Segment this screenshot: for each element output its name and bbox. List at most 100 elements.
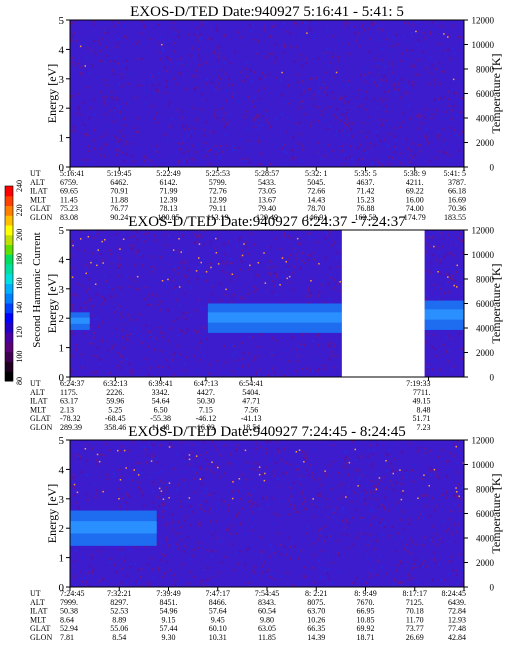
table-cell: 70.36: [448, 204, 466, 213]
table-cell: 7:32:21: [107, 589, 131, 598]
table-cell: 10.31: [209, 633, 227, 642]
table-row-label: GLAT: [30, 204, 51, 213]
table-cell: 63.70: [307, 607, 325, 616]
table-cell: 71.99: [160, 187, 178, 196]
colorbar-segment: [5, 205, 13, 216]
table-cell: 66.18: [448, 187, 466, 196]
table-cell: 72.76: [209, 187, 227, 196]
table-cell: 59.96: [106, 397, 124, 406]
y2-axis-label: Temperature [K]: [489, 473, 503, 553]
table-row-label: UT: [30, 169, 41, 178]
table-cell: 73.77: [406, 624, 424, 633]
y2-tick-label: 2000: [476, 138, 495, 148]
table-cell: 5:22:49: [156, 169, 180, 178]
y2-tick-label: 2000: [476, 558, 495, 568]
table-cell: 5:19:45: [107, 169, 131, 178]
table-row-label: GLAT: [30, 414, 51, 423]
spectrogram-panel-2: EXOS-D/TED Date:940927 6:24:37 - 7:24:37…: [30, 214, 503, 432]
chart-title: EXOS-D/TED Date:940927 6:24:37 - 7:24:37: [128, 214, 406, 230]
colorbar-segment: [5, 244, 13, 255]
y-tick-label: 4: [59, 254, 65, 266]
y2-tick-label: 6000: [476, 89, 495, 99]
colorbar-segment: [5, 312, 13, 323]
y-tick-label: 1: [59, 343, 65, 355]
table-cell: -68.45: [105, 414, 126, 423]
table-cell: 5799.: [209, 178, 227, 187]
table-cell: 75.23: [60, 204, 78, 213]
table-cell: 174.79: [404, 213, 426, 222]
table-cell: 74.00: [406, 204, 424, 213]
table-cell: 60.10: [209, 624, 227, 633]
table-cell: 5:41: 5: [444, 169, 466, 178]
table-cell: 6:39:41: [148, 379, 172, 388]
colorbar-segment: [5, 225, 13, 236]
table-cell: 7711.: [413, 388, 431, 397]
colorbar-segment: [5, 283, 13, 294]
colorbar-segment: [5, 303, 13, 314]
y2-tick-label: 8000: [476, 485, 495, 495]
colorbar-tick-label: 100: [15, 351, 24, 363]
energy-band-core: [424, 309, 464, 320]
table-cell: 50.30: [197, 397, 215, 406]
table-cell: 78.70: [307, 204, 325, 213]
table-cell: 183.55: [444, 213, 466, 222]
y2-tick-label: 12000: [472, 436, 495, 446]
table-row-label: GLON: [30, 213, 52, 222]
table-cell: 63.05: [258, 624, 276, 633]
table-row-label: GLON: [30, 423, 52, 432]
y-axis-label: Energy [eV]: [45, 484, 59, 543]
y2-tick-label: 0: [490, 583, 495, 593]
table-cell: 9.30: [162, 633, 176, 642]
table-cell: 5:32: 1: [305, 169, 327, 178]
colorbar-segment: [5, 371, 13, 382]
table-cell: 8075.: [307, 598, 325, 607]
y-tick-label: 5: [59, 225, 65, 237]
table-row-label: ILAT: [30, 187, 47, 196]
table-cell: 6.50: [154, 405, 168, 414]
table-cell: 76.77: [110, 204, 128, 213]
table-cell: 7.81: [60, 633, 74, 642]
table-cell: 8:24:45: [442, 589, 466, 598]
y-tick-label: 0: [59, 162, 65, 174]
table-cell: 7999.: [60, 598, 78, 607]
y-tick-label: 4: [59, 464, 65, 476]
table-cell: 54.96: [160, 607, 178, 616]
colorbar-segment: [5, 186, 13, 197]
table-cell: 8343.: [258, 598, 276, 607]
colorbar-segment: [5, 195, 13, 206]
table-cell: 57.44: [160, 624, 178, 633]
table-cell: 7670.: [357, 598, 375, 607]
table-cell: 6:32:13: [103, 379, 127, 388]
spectrogram-texture: [71, 440, 464, 587]
y2-axis-label: Temperature [K]: [489, 263, 503, 343]
y-tick-label: 1: [59, 133, 65, 145]
table-cell: 5:38: 9: [404, 169, 426, 178]
table-cell: 5:28:57: [255, 169, 279, 178]
table-cell: 26.69: [406, 633, 424, 642]
table-cell: 8466.: [209, 598, 227, 607]
y2-tick-label: 4000: [476, 114, 495, 124]
y-tick-label: 1: [59, 553, 65, 565]
table-cell: 6142.: [160, 178, 178, 187]
table-cell: 7.56: [244, 405, 258, 414]
table-cell: 113.19: [207, 213, 229, 222]
table-cell: 8:17:17: [403, 589, 427, 598]
table-cell: 10.85: [357, 615, 375, 624]
table-cell: 5:25:53: [206, 169, 230, 178]
table-cell: 4211.: [406, 178, 424, 187]
table-cell: 78.13: [160, 204, 178, 213]
colorbar-tick-label: 140: [15, 302, 24, 314]
table-cell: 1175.: [60, 388, 78, 397]
table-cell: 18.54: [242, 423, 260, 432]
y2-tick-label: 4000: [476, 324, 495, 334]
temperature-points: [79, 30, 455, 81]
y2-axis-label: Temperature [K]: [489, 53, 503, 133]
energy-band-core: [207, 312, 342, 323]
table-cell: -41.13: [241, 414, 262, 423]
table-row-label: ILAT: [30, 607, 47, 616]
table-row-label: GLON: [30, 633, 52, 642]
colorbar-segment: [5, 234, 13, 245]
table-cell: 8.89: [112, 615, 126, 624]
